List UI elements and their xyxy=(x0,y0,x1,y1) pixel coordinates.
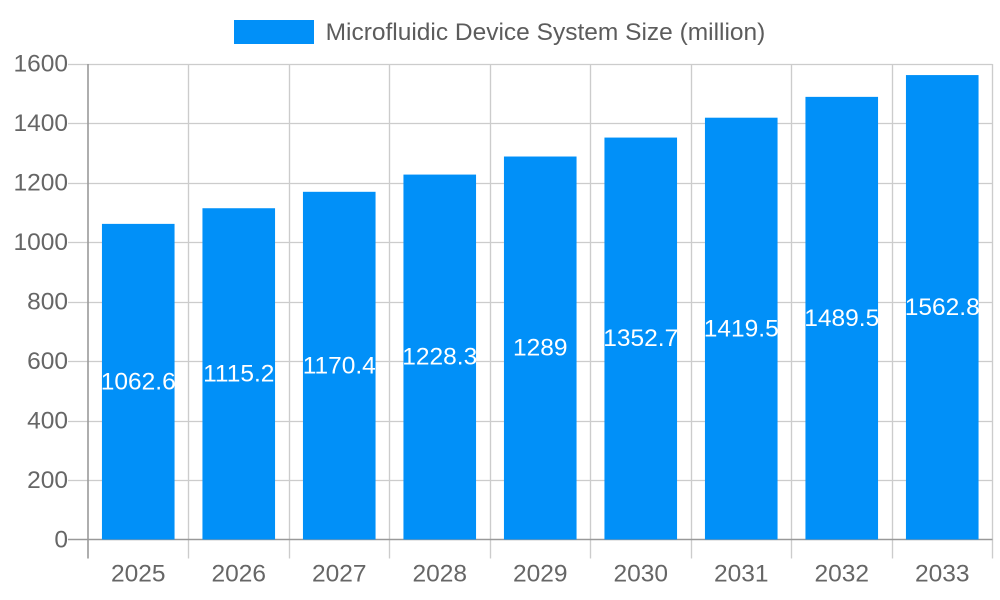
svg-text:2025: 2025 xyxy=(111,561,166,588)
svg-text:2028: 2028 xyxy=(412,561,467,588)
svg-text:1352.7: 1352.7 xyxy=(603,325,678,352)
svg-text:0: 0 xyxy=(54,526,68,553)
svg-text:1170.4: 1170.4 xyxy=(303,352,376,379)
svg-text:1289: 1289 xyxy=(513,335,568,362)
svg-text:1489.5: 1489.5 xyxy=(804,305,879,332)
svg-text:Microfluidic Device System Siz: Microfluidic Device System Size (million… xyxy=(326,19,766,46)
svg-text:2033: 2033 xyxy=(915,561,970,588)
svg-text:2026: 2026 xyxy=(211,561,266,588)
svg-text:1062.6: 1062.6 xyxy=(101,368,176,395)
svg-text:1419.5: 1419.5 xyxy=(704,315,779,342)
svg-text:2031: 2031 xyxy=(714,561,769,588)
svg-text:2029: 2029 xyxy=(513,561,568,588)
svg-text:1600: 1600 xyxy=(13,50,68,77)
svg-text:400: 400 xyxy=(27,407,68,434)
svg-text:2030: 2030 xyxy=(613,561,668,588)
svg-text:1228.3: 1228.3 xyxy=(402,344,477,371)
svg-text:2027: 2027 xyxy=(312,561,367,588)
svg-text:1562.8: 1562.8 xyxy=(905,294,980,321)
svg-text:800: 800 xyxy=(27,288,68,315)
svg-text:1000: 1000 xyxy=(13,229,68,256)
svg-text:1115.2: 1115.2 xyxy=(203,361,274,388)
svg-text:200: 200 xyxy=(27,467,68,494)
svg-text:1400: 1400 xyxy=(13,110,68,137)
svg-text:600: 600 xyxy=(27,348,68,375)
svg-text:2032: 2032 xyxy=(814,561,869,588)
svg-text:1200: 1200 xyxy=(13,169,68,196)
